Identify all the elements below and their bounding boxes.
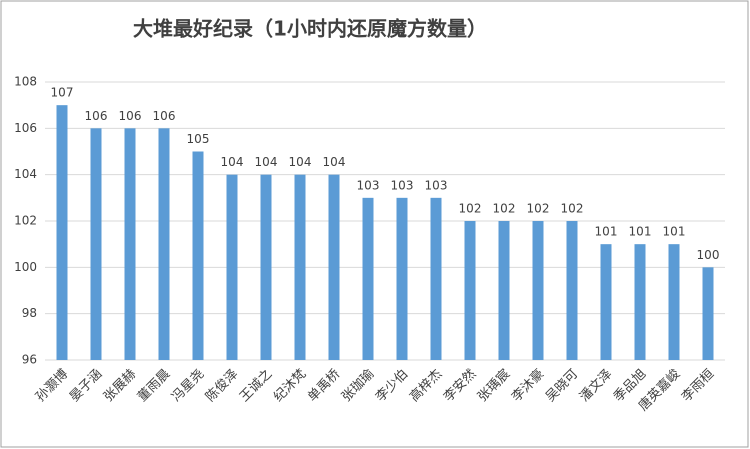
bar xyxy=(192,151,204,360)
y-tick-label: 96 xyxy=(22,353,37,367)
bar xyxy=(498,221,510,360)
y-tick-label: 102 xyxy=(14,214,37,228)
bar xyxy=(328,174,340,360)
bar xyxy=(226,174,238,360)
data-label: 104 xyxy=(255,155,278,169)
data-label: 104 xyxy=(221,155,244,169)
y-tick-label: 104 xyxy=(14,167,37,181)
bar xyxy=(532,221,544,360)
bar xyxy=(702,267,714,360)
bar xyxy=(464,221,476,360)
bar xyxy=(668,244,680,360)
bar xyxy=(600,244,612,360)
data-label: 101 xyxy=(595,225,618,239)
bar xyxy=(396,197,408,360)
y-tick-label: 100 xyxy=(14,260,37,274)
bar xyxy=(90,128,102,360)
data-label: 102 xyxy=(527,202,550,216)
bar xyxy=(634,244,646,360)
data-label: 106 xyxy=(153,109,176,123)
data-label: 100 xyxy=(697,248,720,262)
bar xyxy=(158,128,170,360)
data-label: 103 xyxy=(391,178,414,192)
y-tick-label: 108 xyxy=(14,75,37,89)
data-label: 102 xyxy=(493,202,516,216)
bar xyxy=(566,221,578,360)
bar xyxy=(56,105,68,361)
data-label: 105 xyxy=(187,132,210,146)
data-label: 103 xyxy=(357,178,380,192)
data-label: 106 xyxy=(119,109,142,123)
data-label: 104 xyxy=(289,155,312,169)
y-tick-label: 98 xyxy=(22,306,37,320)
bar xyxy=(430,197,442,360)
bar xyxy=(362,197,374,360)
bar xyxy=(124,128,136,360)
data-label: 104 xyxy=(323,155,346,169)
data-label: 107 xyxy=(51,86,74,100)
data-label: 102 xyxy=(561,202,584,216)
bar xyxy=(260,174,272,360)
data-label: 101 xyxy=(629,225,652,239)
chart-title: 大堆最好纪录（1小时内还原魔方数量） xyxy=(133,17,487,41)
data-label: 102 xyxy=(459,202,482,216)
data-label: 101 xyxy=(663,225,686,239)
data-label: 106 xyxy=(85,109,108,123)
bar xyxy=(294,174,306,360)
data-label: 103 xyxy=(425,178,448,192)
y-tick-label: 106 xyxy=(14,121,37,135)
